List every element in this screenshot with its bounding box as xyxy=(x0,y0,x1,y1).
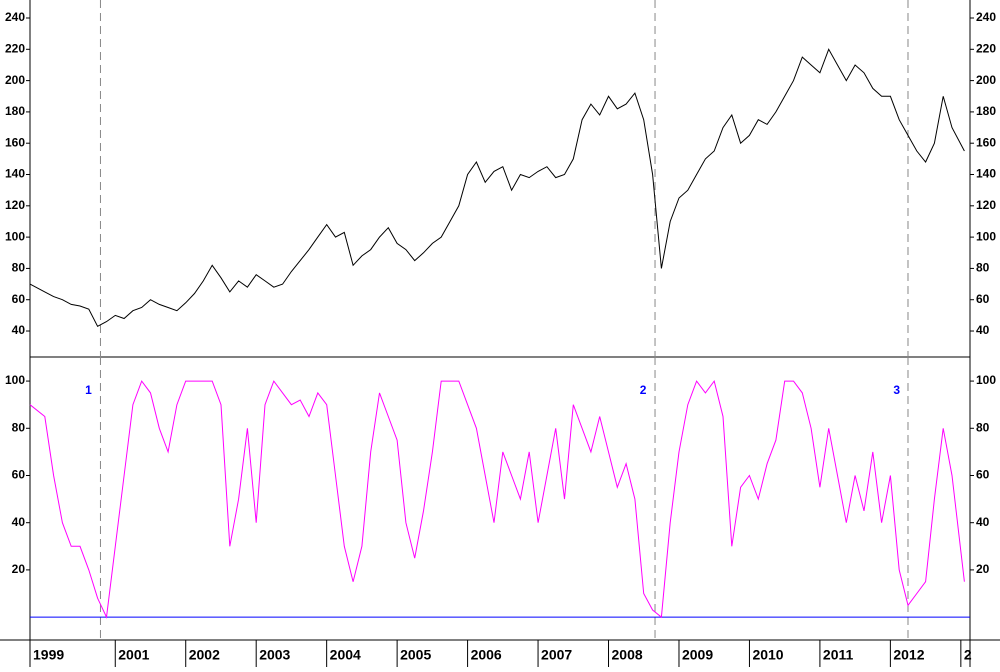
y-tick-label: 80 xyxy=(12,261,26,275)
y-tick-label: 80 xyxy=(12,420,26,434)
y-tick-label: 80 xyxy=(976,420,990,434)
y-tick-label: 120 xyxy=(5,198,25,212)
x-tick-label: 2010 xyxy=(752,647,783,663)
annotation: 2 xyxy=(640,383,647,397)
y-tick-label: 100 xyxy=(976,373,996,387)
y-tick-label: 180 xyxy=(976,104,996,118)
y-tick-label: 120 xyxy=(976,198,996,212)
y-tick-label: 240 xyxy=(976,10,996,24)
y-tick-label: 160 xyxy=(5,135,25,149)
y-tick-label: 80 xyxy=(976,261,990,275)
x-tick-label: 1999 xyxy=(33,647,64,663)
annotation: 1 xyxy=(85,383,92,397)
data-line xyxy=(29,48,965,327)
y-tick-label: 200 xyxy=(976,73,996,87)
y-tick-label: 100 xyxy=(976,229,996,243)
x-tick-label: 2008 xyxy=(612,647,643,663)
y-tick-label: 220 xyxy=(5,41,25,55)
y-tick-label: 40 xyxy=(12,323,26,337)
y-tick-label: 40 xyxy=(976,323,990,337)
y-tick-label: 60 xyxy=(976,292,990,306)
y-tick-label: 100 xyxy=(5,373,25,387)
annotation: 3 xyxy=(893,383,900,397)
x-tick-label: 2012 xyxy=(893,647,924,663)
y-tick-label: 200 xyxy=(5,73,25,87)
y-tick-label: 60 xyxy=(12,468,26,482)
y-tick-label: 20 xyxy=(12,562,26,576)
x-tick-label: 2002 xyxy=(189,647,220,663)
y-tick-label: 100 xyxy=(5,229,25,243)
x-tick-label: 2011 xyxy=(823,647,854,663)
y-tick-label: 140 xyxy=(5,167,25,181)
y-tick-label: 240 xyxy=(5,10,25,24)
x-tick-label: 2001 xyxy=(118,647,149,663)
y-tick-label: 60 xyxy=(976,468,990,482)
x-tick-label: 2005 xyxy=(400,647,431,663)
y-tick-label: 180 xyxy=(5,104,25,118)
y-tick-label: 20 xyxy=(976,562,990,576)
data-line xyxy=(29,379,965,619)
x-tick-label: 2 xyxy=(964,647,972,663)
y-tick-label: 220 xyxy=(976,41,996,55)
y-tick-label: 40 xyxy=(976,515,990,529)
y-tick-label: 140 xyxy=(976,167,996,181)
x-tick-label: 2007 xyxy=(541,647,572,663)
x-tick-label: 2004 xyxy=(330,647,361,663)
y-tick-label: 60 xyxy=(12,292,26,306)
x-tick-label: 2006 xyxy=(471,647,502,663)
y-tick-label: 40 xyxy=(12,515,26,529)
y-tick-label: 160 xyxy=(976,135,996,149)
x-tick-label: 2009 xyxy=(682,647,713,663)
x-tick-label: 2003 xyxy=(259,647,290,663)
